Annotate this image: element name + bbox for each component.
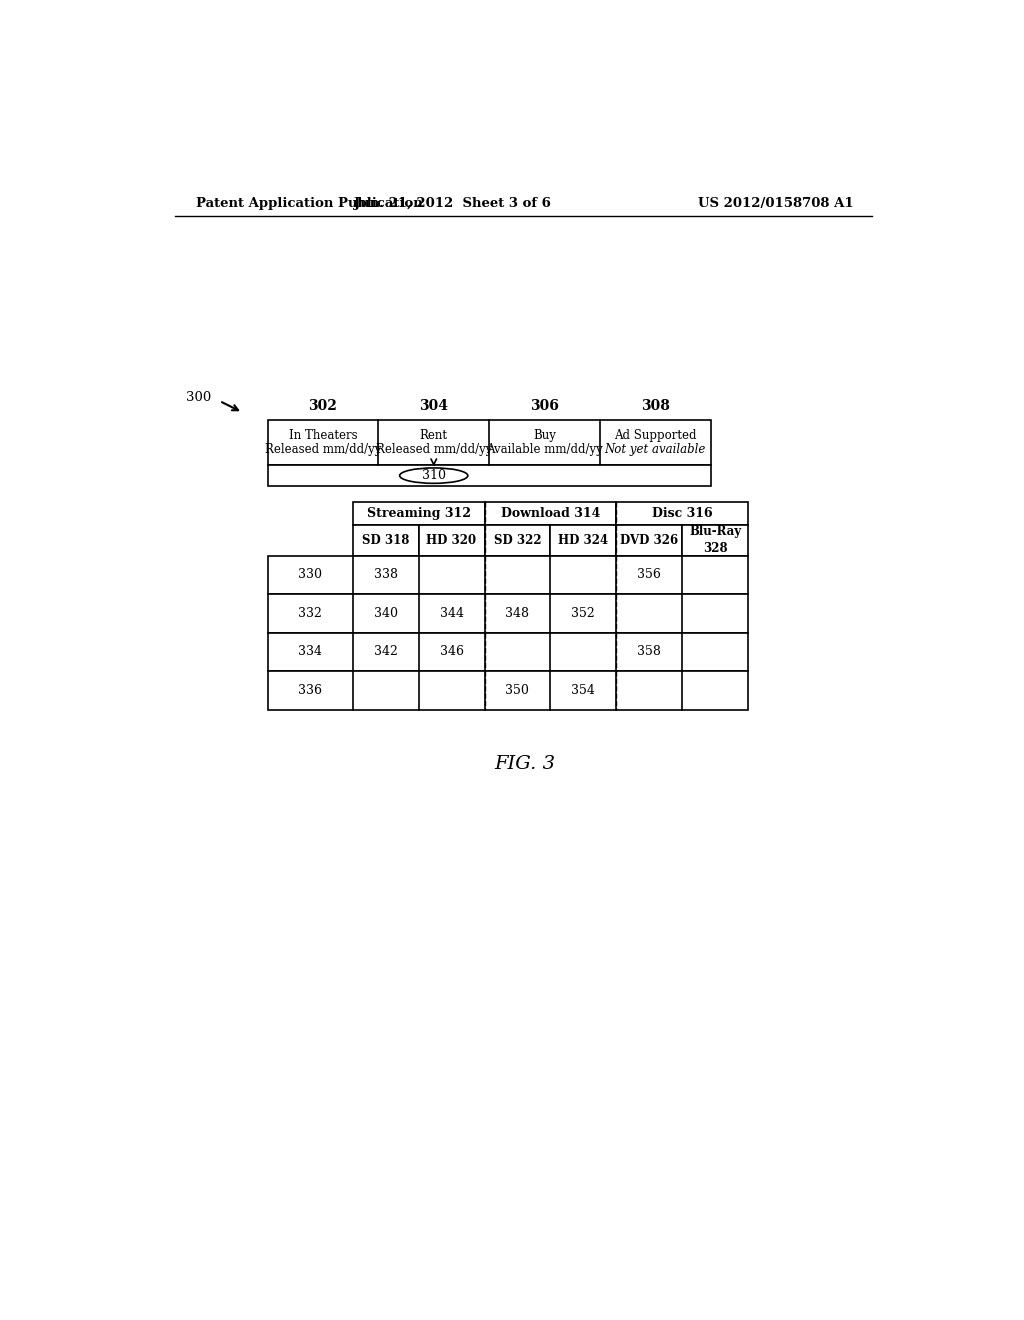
Text: Available mm/dd/yy: Available mm/dd/yy <box>486 444 603 455</box>
Text: Disc 316: Disc 316 <box>652 507 713 520</box>
Text: 350: 350 <box>506 684 529 697</box>
Text: Not yet available: Not yet available <box>605 444 707 455</box>
Text: 334: 334 <box>298 645 323 659</box>
Text: 358: 358 <box>637 645 662 659</box>
Text: 348: 348 <box>506 607 529 620</box>
Bar <box>616 502 748 525</box>
Text: 304: 304 <box>419 400 449 413</box>
Text: In Theaters: In Theaters <box>289 429 357 442</box>
Text: SD 318: SD 318 <box>362 533 410 546</box>
Bar <box>267 671 748 710</box>
Text: DVD 326: DVD 326 <box>621 533 678 546</box>
Text: Jun. 21, 2012  Sheet 3 of 6: Jun. 21, 2012 Sheet 3 of 6 <box>353 197 550 210</box>
Text: 332: 332 <box>298 607 323 620</box>
Bar <box>616 525 682 556</box>
Text: 308: 308 <box>641 400 670 413</box>
Text: 340: 340 <box>374 607 397 620</box>
Text: 344: 344 <box>439 607 464 620</box>
Text: Released mm/dd/yy: Released mm/dd/yy <box>265 444 381 455</box>
Text: Patent Application Publication: Patent Application Publication <box>197 197 423 210</box>
Text: SD 322: SD 322 <box>494 533 542 546</box>
Text: 336: 336 <box>298 684 323 697</box>
Bar <box>419 525 484 556</box>
Bar <box>267 465 711 487</box>
Text: 352: 352 <box>571 607 595 620</box>
Bar <box>352 502 484 525</box>
Text: 346: 346 <box>439 645 464 659</box>
Text: Download 314: Download 314 <box>501 507 600 520</box>
Text: Blu-Ray
328: Blu-Ray 328 <box>689 525 741 556</box>
Bar <box>267 632 748 671</box>
Text: 310: 310 <box>422 469 445 482</box>
Text: Buy: Buy <box>534 429 556 442</box>
Bar <box>267 594 748 632</box>
Bar <box>682 525 748 556</box>
Bar <box>484 525 550 556</box>
Bar <box>352 525 419 556</box>
Text: 342: 342 <box>374 645 397 659</box>
Text: Ad Supported: Ad Supported <box>614 429 696 442</box>
Text: 330: 330 <box>298 569 323 582</box>
Text: 306: 306 <box>530 400 559 413</box>
Text: 302: 302 <box>308 400 337 413</box>
Ellipse shape <box>399 469 468 483</box>
Text: 300: 300 <box>186 391 212 404</box>
Text: Streaming 312: Streaming 312 <box>367 507 471 520</box>
Text: Released mm/dd/yy: Released mm/dd/yy <box>376 444 492 455</box>
Bar <box>267 420 711 465</box>
Text: HD 320: HD 320 <box>427 533 476 546</box>
Text: FIG. 3: FIG. 3 <box>495 755 555 772</box>
Text: US 2012/0158708 A1: US 2012/0158708 A1 <box>697 197 853 210</box>
Bar <box>484 502 616 525</box>
Bar <box>550 525 616 556</box>
Text: Rent: Rent <box>420 429 447 442</box>
Text: 356: 356 <box>637 569 662 582</box>
Bar <box>267 556 748 594</box>
Text: 354: 354 <box>571 684 595 697</box>
Text: HD 324: HD 324 <box>558 533 608 546</box>
Text: 338: 338 <box>374 569 397 582</box>
